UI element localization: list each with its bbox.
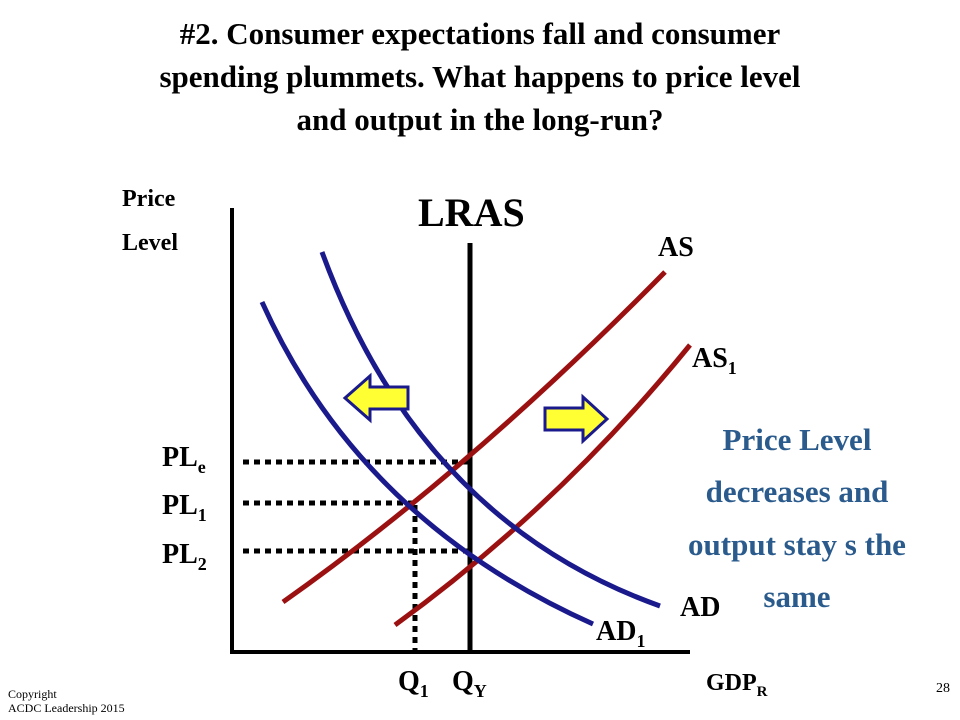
label-sub: e — [198, 457, 206, 477]
y-axis-label: Level — [122, 230, 178, 256]
page-number: 28 — [936, 681, 950, 696]
as1-label: AS1 — [692, 343, 737, 378]
label-sub: 1 — [636, 631, 645, 651]
label-sub: 1 — [420, 681, 429, 701]
y-axis-label: Price — [122, 186, 176, 212]
title-line: and output in the long-run? — [297, 102, 664, 137]
price-level-label: PLe — [162, 442, 206, 477]
label-sub: R — [757, 684, 768, 700]
price-level-label: PL2 — [162, 539, 207, 574]
note-line: decreases and — [706, 474, 889, 509]
title-line: #2. Consumer expectations fall and consu… — [180, 16, 781, 51]
copyright: Copyright — [8, 687, 57, 701]
label-sub: 1 — [198, 505, 207, 525]
as-curve — [281, 270, 667, 605]
label-main: GDP — [706, 670, 757, 696]
note-line: same — [763, 579, 830, 614]
ad-label: AD — [680, 592, 720, 623]
label-main: AD — [596, 616, 636, 647]
label-main: Q — [398, 666, 420, 697]
label-main: PL — [162, 442, 198, 473]
label-main: PL — [162, 490, 198, 521]
note-line: Price Level — [723, 422, 872, 457]
lras-label: LRAS — [418, 190, 525, 235]
price-level-label: PL1 — [162, 490, 207, 525]
output-label: QY — [452, 666, 487, 701]
ad1-curve — [259, 300, 595, 627]
as-label: AS — [658, 232, 694, 263]
label-sub: 2 — [198, 554, 207, 574]
label-main: PL — [162, 539, 198, 570]
ad-curve — [319, 251, 661, 609]
note: Price Level decreases and output stay s … — [688, 422, 906, 614]
label-main: Q — [452, 666, 474, 697]
guides — [243, 459, 470, 650]
as1-curve — [393, 343, 692, 628]
label-main: AS — [692, 343, 728, 374]
x-axis-label: GDPR — [706, 670, 768, 700]
label-sub: Y — [474, 681, 487, 701]
note-line: output stay s the — [688, 527, 906, 562]
title: #2. Consumer expectations fall and consu… — [159, 16, 800, 137]
copyright: ACDC Leadership 2015 — [8, 701, 125, 715]
ad1-label: AD1 — [596, 616, 645, 651]
label-sub: 1 — [728, 358, 737, 378]
shift-arrow-right — [543, 393, 610, 445]
shift-arrow-left — [342, 372, 410, 424]
output-label: Q1 — [398, 666, 429, 701]
title-line: spending plummets. What happens to price… — [159, 59, 800, 94]
